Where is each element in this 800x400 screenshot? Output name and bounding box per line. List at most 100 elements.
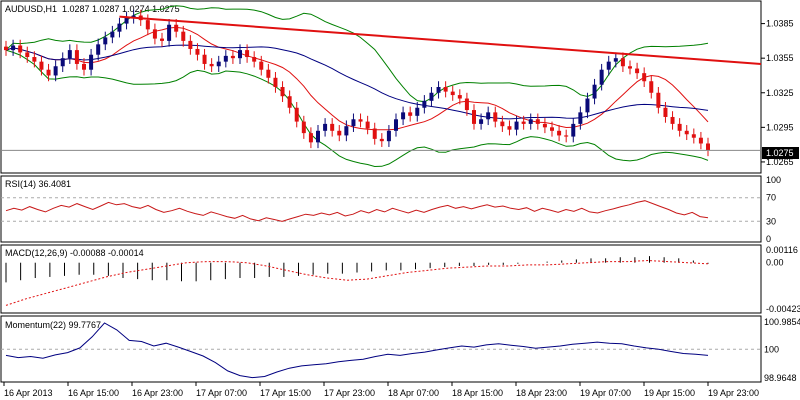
time-tick-label: 17 Apr 15:00 [260, 388, 311, 398]
candle-body [160, 38, 164, 41]
candle-body [564, 135, 569, 137]
time-tick-label: 17 Apr 23:00 [324, 388, 375, 398]
candle [564, 129, 569, 143]
candle [74, 44, 79, 70]
rsi-tick-label: 30 [766, 216, 776, 226]
candle [46, 63, 51, 82]
momentum-tick-label: 98.9648 [764, 373, 797, 383]
candle [635, 62, 640, 79]
candle-body [351, 119, 356, 127]
candle-body [656, 92, 661, 108]
time-tick-label: 16 Apr 2013 [4, 388, 53, 398]
candle [316, 125, 320, 149]
candle-body [174, 24, 179, 32]
ma-fast-line [5, 26, 709, 131]
candle [202, 48, 207, 70]
candle-body [39, 61, 44, 70]
candle-body [145, 20, 150, 30]
candle-body [401, 112, 406, 120]
candle [649, 75, 654, 99]
candle-body [18, 45, 23, 53]
candle [507, 120, 512, 136]
candle-body [67, 50, 72, 59]
candle [266, 63, 271, 84]
rsi-axis: 100 70 30 0 [766, 175, 781, 244]
candle [209, 58, 214, 73]
candle-body [386, 130, 391, 142]
time-tick-label: 18 Apr 23:00 [516, 388, 567, 398]
candle-body [500, 121, 505, 127]
candle [613, 52, 618, 68]
price-tick-label: 1.0385 [766, 19, 794, 29]
candle-body [280, 87, 285, 97]
candle-body [230, 55, 235, 59]
candle-body [337, 130, 342, 136]
candle [401, 106, 406, 126]
candle [578, 106, 583, 130]
candle [252, 51, 257, 68]
candle-body [294, 107, 299, 122]
candle [493, 106, 498, 128]
candle [372, 122, 377, 145]
candle [25, 46, 30, 63]
candle-body [514, 121, 519, 130]
candle-body [252, 57, 257, 62]
candle [230, 50, 235, 64]
candle [599, 63, 604, 91]
price-tick-label: 1.0295 [766, 122, 794, 132]
candle-body [535, 119, 540, 124]
candle-body [96, 44, 101, 55]
candle-body [167, 24, 172, 41]
rsi-line [5, 200, 709, 222]
candle-body [571, 123, 576, 137]
candle [429, 87, 434, 107]
candle [514, 115, 519, 136]
candle [117, 17, 122, 38]
candle-body [592, 84, 597, 99]
candle-body [301, 121, 306, 134]
candle-body [259, 61, 264, 70]
candle [82, 58, 86, 76]
candle [535, 113, 540, 130]
candle-body [585, 98, 590, 113]
candle [436, 81, 441, 99]
candle [379, 133, 384, 147]
candle-body [152, 29, 157, 39]
candle [287, 90, 292, 114]
candle [394, 113, 398, 137]
candle [167, 18, 172, 47]
time-tick-label: 17 Apr 07:00 [196, 388, 247, 398]
candle-body [60, 58, 65, 67]
candle-body [131, 15, 136, 18]
candle-body [273, 77, 278, 87]
current-price-label: 1.0275 [766, 148, 794, 158]
candle [542, 118, 547, 134]
time-tick-label: 18 Apr 07:00 [388, 388, 439, 398]
candle-body [117, 23, 122, 32]
momentum-title: Momentum(22) 99.7767 [5, 320, 101, 330]
candle-body [344, 126, 349, 136]
candle-body [613, 58, 618, 62]
candle [160, 32, 164, 47]
bollinger-lower [5, 49, 709, 168]
candle-body [358, 119, 363, 122]
macd-tick-label: 0.00116 [766, 245, 798, 255]
candle [96, 38, 101, 61]
candle [422, 95, 427, 114]
candle [89, 48, 94, 76]
candle [337, 125, 342, 142]
time-tick-label: 18 Apr 15:00 [452, 388, 503, 398]
candle [273, 72, 278, 93]
candle-body [216, 61, 221, 67]
candle-body [493, 112, 498, 122]
candle [18, 39, 23, 59]
price-axis: 1.0385 1.0355 1.0325 1.0295 1.0265 [761, 19, 794, 167]
candle [344, 120, 349, 142]
candle-body [472, 110, 476, 124]
candle [358, 113, 363, 128]
candle [706, 137, 710, 157]
candle-body [202, 54, 207, 64]
current-price-box [762, 147, 799, 159]
price-tick-label: 1.0325 [766, 88, 794, 98]
